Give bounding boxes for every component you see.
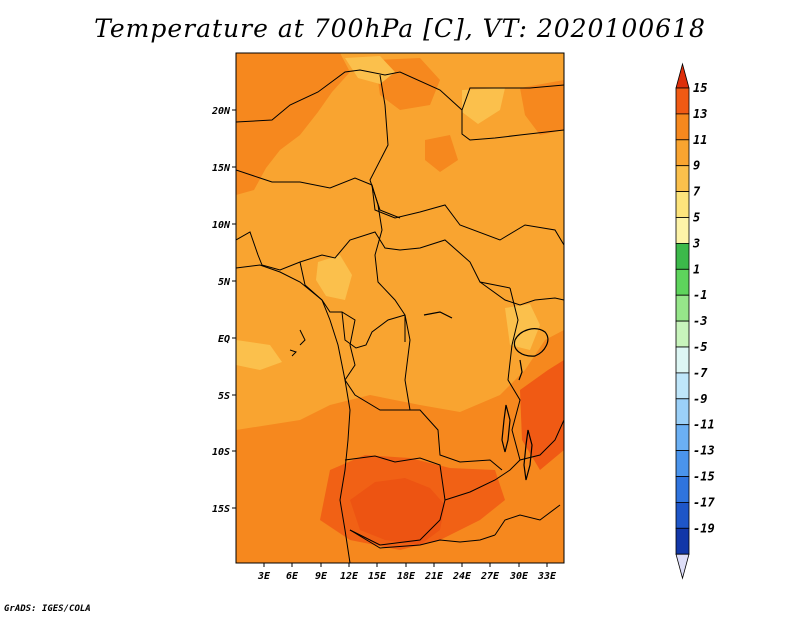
lakes [423, 311, 549, 481]
shade-7-9-nigeria [316, 255, 352, 300]
colorbar-label: -19 [693, 521, 715, 535]
colorbar-label: -15 [693, 470, 715, 484]
lon-tick-label: 12E [340, 571, 359, 582]
colorbar-segment [675, 346, 690, 374]
colorbar: 15 13 11 9 7 5 3 1 -1 -3 -5 -7 -9 -11 -13 -15 -17 -19 [675, 62, 715, 580]
lon-tick-label: 27E [480, 571, 500, 582]
lat-tick-label: EQ [218, 334, 230, 345]
colorbar-segment [675, 320, 690, 348]
colorbar-segment [675, 113, 690, 141]
lat-tick-label: 15N [212, 163, 231, 174]
colorbar-segment [675, 450, 690, 477]
lat-tick-label: 20N [211, 106, 231, 117]
colorbar-segment [675, 294, 690, 322]
shade-11-13-center [425, 135, 458, 172]
shade-7-9-gabon [236, 340, 282, 370]
colorbar-segment [675, 217, 690, 244]
colorbar-segment [675, 398, 690, 426]
colorbar-label: -11 [693, 418, 715, 432]
country-borders [236, 69, 564, 563]
colorbar-label: -3 [693, 314, 707, 328]
colorbar-segment [675, 424, 690, 452]
shade-7-9-libya [462, 88, 505, 124]
lon-tick-label: 15E [368, 571, 387, 582]
colorbar-label: 9 [693, 159, 700, 173]
colorbar-label: -5 [693, 340, 707, 354]
colorbar-segment [675, 139, 690, 167]
colorbar-label: -17 [693, 495, 715, 509]
lat-tick-label: 15S [212, 504, 230, 515]
colorbar-label: 15 [693, 81, 707, 95]
colorbar-segment [675, 476, 690, 503]
map-title: Temperature at 700hPa [C], VT: 202010061… [94, 14, 706, 43]
colorbar-segment [675, 87, 690, 115]
lon-tick-label: 21E [424, 571, 444, 582]
colorbar-label: 1 [693, 262, 700, 276]
colorbar-segment [675, 242, 690, 270]
shade-11-13-northeast [520, 80, 564, 135]
lon-tick-label: 18E [397, 571, 416, 582]
lon-tick-label: 3E [257, 571, 271, 582]
longitude-axis: 3E 6E 9E 12E 15E 18E 21E 24E 27E 30E 33E [257, 563, 557, 582]
colorbar-label: -1 [693, 288, 707, 302]
lat-tick-label: 10N [212, 220, 231, 231]
lat-tick-label: 5N [218, 277, 231, 288]
colorbar-label: 13 [693, 107, 707, 121]
latitude-axis: 20N 15N 10N 5N EQ 5S 10S 15S [211, 106, 236, 515]
colorbar-segment [675, 501, 690, 529]
colorbar-label: -9 [693, 392, 707, 406]
shade-7-9-sahara [345, 56, 395, 84]
shade-13-15-zambia [320, 455, 505, 550]
colorbar-segment [675, 165, 690, 192]
colorbar-label: 7 [693, 185, 701, 199]
colorbar-segment [675, 527, 690, 555]
colorbar-lower-extend [675, 553, 690, 580]
lon-tick-label: 6E [286, 571, 299, 582]
lon-tick-label: 9E [315, 571, 328, 582]
lat-tick-label: 10S [212, 447, 230, 458]
map-frame [235, 52, 565, 564]
lon-tick-label: 33E [537, 571, 557, 582]
lon-tick-label: 24E [452, 571, 472, 582]
colorbar-segment [675, 372, 690, 400]
grads-credit: GrADS: IGES/COLA [4, 604, 91, 614]
colorbar-label: 3 [692, 236, 700, 250]
shade-11-13-northwest [236, 53, 350, 195]
colorbar-label: 5 [693, 211, 700, 225]
colorbar-segment [675, 191, 690, 218]
lat-tick-label: 5S [218, 391, 230, 402]
colorbar-upper-extend [675, 62, 690, 89]
colorbar-label: 11 [693, 133, 707, 147]
lon-tick-label: 30E [509, 571, 529, 582]
colorbar-segment [675, 268, 690, 296]
colorbar-label: -7 [693, 366, 708, 380]
colorbar-label: -13 [693, 444, 715, 458]
